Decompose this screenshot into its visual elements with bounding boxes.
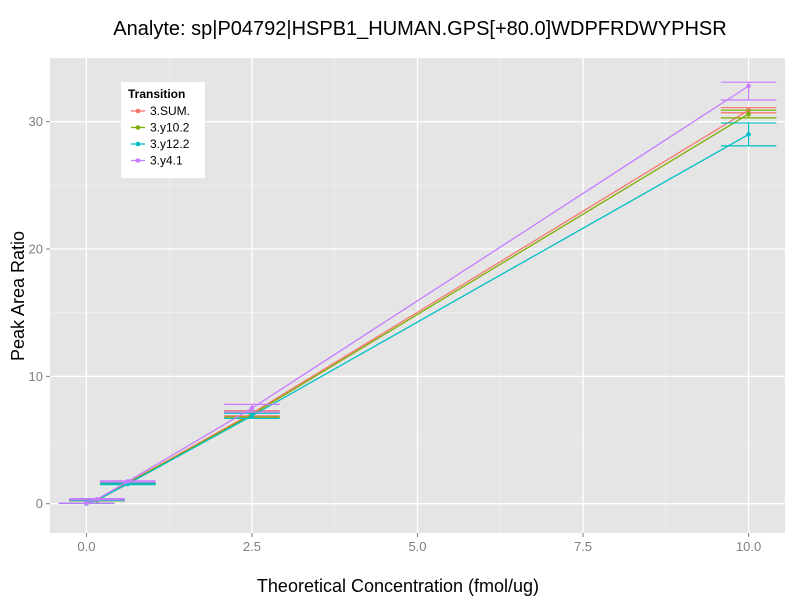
data-point: [84, 500, 89, 506]
series-layer: [58, 81, 777, 506]
legend-items: 3.SUM. 3.y10.2 3.y12.2 3.y4.1: [131, 104, 190, 168]
y-axis-title: Peak Area Ratio: [8, 231, 28, 361]
x-tick-label: 7.5: [574, 539, 592, 554]
x-axis-ticks: 0.0 2.5 5.0 7.5 10.0: [77, 533, 761, 554]
legend-item: 3.y12.2: [131, 137, 190, 151]
legend: Transition 3.SUM. 3.y10.2 3.y12.2 3.y4.1: [121, 82, 205, 178]
legend-box: [121, 82, 205, 178]
y-axis-ticks: 0 10 20 30: [29, 114, 50, 511]
legend-label: 3.y10.2: [150, 121, 190, 135]
legend-key-point: [135, 158, 141, 163]
legend-key-point: [135, 141, 141, 147]
chart-title: Analyte: sp|P04792|HSPB1_HUMAN.GPS[+80.0…: [113, 18, 726, 40]
y-tick-label: 30: [29, 114, 43, 129]
y-tick-label: 10: [29, 369, 43, 384]
legend-item: 3.y10.2: [131, 121, 190, 135]
series-3.y4.1: [58, 81, 777, 506]
data-point: [746, 132, 751, 137]
x-tick-label: 0.0: [77, 539, 95, 554]
legend-title: Transition: [128, 87, 185, 101]
y-tick-label: 0: [36, 496, 43, 511]
legend-label: 3.y4.1: [150, 154, 183, 168]
legend-label: 3.SUM.: [150, 104, 190, 118]
x-axis-title: Theoretical Concentration (fmol/ug): [257, 576, 539, 596]
data-point: [125, 479, 131, 484]
legend-label: 3.y12.2: [150, 137, 190, 151]
x-tick-label: 5.0: [408, 539, 426, 554]
x-tick-label: 2.5: [243, 539, 261, 554]
legend-key-point: [135, 125, 141, 130]
y-tick-label: 20: [29, 242, 43, 257]
x-tick-label: 10.0: [736, 539, 761, 554]
data-point: [746, 83, 751, 89]
data-point: [249, 413, 255, 419]
data-point: [94, 496, 100, 502]
data-point: [249, 405, 255, 411]
legend-item: 3.y4.1: [131, 154, 183, 168]
legend-item: 3.SUM.: [131, 104, 190, 118]
legend-key-point: [135, 108, 141, 114]
data-point: [746, 111, 751, 117]
